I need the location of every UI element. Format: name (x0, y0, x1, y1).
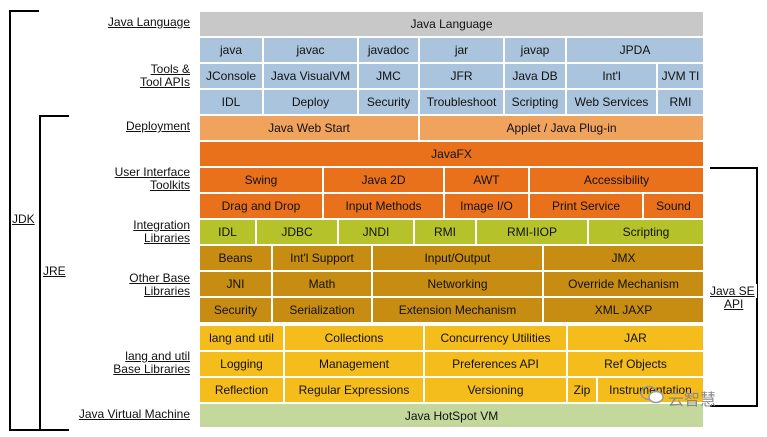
cell-security-tools: Security (358, 89, 419, 115)
cell-rmi-integration: RMI (414, 219, 476, 245)
cell-security-base: Security (199, 297, 272, 323)
cell-jndi: JNDI (338, 219, 414, 245)
cell-java-db: Java DB (504, 63, 566, 89)
cell-java-2d: Java 2D (323, 167, 444, 193)
cell-java-visualvm: Java VisualVM (263, 63, 358, 89)
jre-label: JRE (43, 264, 66, 278)
cell-javap: javap (504, 37, 566, 63)
cell-awt: AWT (444, 167, 529, 193)
cell-override-mechanism: Override Mechanism (543, 271, 704, 297)
cell-reflection: Reflection (199, 377, 284, 403)
cell-jfr: JFR (419, 63, 504, 89)
cell-intl: Int'l (566, 63, 657, 89)
label-java-language: Java Language (107, 15, 190, 29)
cell-input-methods: Input Methods (323, 193, 444, 219)
cell-idl-integration: IDL (199, 219, 256, 245)
label-deployment: Deployment (125, 119, 190, 133)
cell-preferences-api: Preferences API (424, 351, 567, 377)
cell-jar: jar (419, 37, 504, 63)
cell-rmi-tools: RMI (657, 89, 704, 115)
javase-api-bracket (710, 167, 758, 407)
cell-math: Math (272, 271, 372, 297)
cell-sound: Sound (643, 193, 704, 219)
chat-bubble-icon (640, 385, 664, 404)
cell-jmc: JMC (358, 63, 419, 89)
cell-versioning: Versioning (424, 377, 567, 403)
cell-jvm-ti: JVM TI (657, 63, 704, 89)
cell-javadoc: javadoc (358, 37, 419, 63)
cell-javafx: JavaFX (199, 141, 704, 167)
cell-beans: Beans (199, 245, 272, 271)
watermark-text: 云智慧 (668, 392, 717, 409)
watermark-logo (640, 384, 664, 411)
label-lang-1: lang and util (125, 349, 190, 363)
cell-intl-support: Int'l Support (272, 245, 372, 271)
jdk-label: JDK (12, 212, 35, 226)
cell-management: Management (284, 351, 424, 377)
cell-concurrency-utilities: Concurrency Utilities (424, 325, 567, 351)
cell-extension-mechanism: Extension Mechanism (372, 297, 543, 323)
cell-logging: Logging (199, 351, 284, 377)
label-jvm: Java Virtual Machine (78, 407, 190, 421)
cell-jmx: JMX (543, 245, 704, 271)
cell-swing: Swing (199, 167, 323, 193)
cell-scripting-tools: Scripting (504, 89, 566, 115)
cell-java-hotspot-vm: Java HotSpot VM (199, 403, 704, 428)
label-ui-2: Toolkits (149, 178, 190, 192)
cell-regular-expressions: Regular Expressions (284, 377, 424, 403)
cell-javac: javac (263, 37, 358, 63)
cell-deploy: Deploy (263, 89, 358, 115)
cell-jni: JNI (199, 271, 272, 297)
label-other-2: Libraries (143, 284, 190, 298)
cell-input-output: Input/Output (372, 245, 543, 271)
label-lang-2: Base Libraries (113, 362, 190, 376)
cell-scripting-integration: Scripting (588, 219, 704, 245)
cell-serialization: Serialization (272, 297, 372, 323)
cell-rmi-iiop: RMI-IIOP (476, 219, 588, 245)
cell-java-web-start: Java Web Start (199, 115, 419, 141)
cell-web-services: Web Services (566, 89, 657, 115)
cell-zip: Zip (567, 377, 597, 403)
cell-xml-jaxp: XML JAXP (543, 297, 704, 323)
label-ui-1: User Interface (114, 165, 190, 179)
cell-java: java (199, 37, 263, 63)
label-tools-2: Tool APIs (139, 75, 190, 89)
cell-troubleshoot: Troubleshoot (419, 89, 504, 115)
cell-print-service: Print Service (529, 193, 643, 219)
cell-java-language: Java Language (199, 11, 704, 37)
jre-bracket (39, 115, 69, 431)
cell-accessibility: Accessibility (529, 167, 704, 193)
jdk-bracket (9, 10, 39, 431)
cell-collections: Collections (284, 325, 424, 351)
label-tools-1: Tools & (150, 62, 190, 76)
cell-jconsole: JConsole (199, 63, 263, 89)
cell-lang-and-util: lang and util (199, 325, 284, 351)
cell-image-io: Image I/O (444, 193, 529, 219)
cell-jdbc: JDBC (256, 219, 338, 245)
cell-idl-tools: IDL (199, 89, 263, 115)
cell-applet-plugin: Applet / Java Plug-in (419, 115, 704, 141)
cell-ref-objects: Ref Objects (567, 351, 704, 377)
cell-jar-lang: JAR (567, 325, 704, 351)
label-integration-1: Integration (133, 218, 190, 232)
cell-drag-and-drop: Drag and Drop (199, 193, 323, 219)
label-other-1: Other Base (129, 271, 190, 285)
cell-jpda: JPDA (566, 37, 704, 63)
javase-api-label-2: API (722, 297, 746, 311)
cell-networking: Networking (372, 271, 543, 297)
javase-api-label-1: Java SE (708, 284, 757, 298)
label-integration-2: Libraries (143, 231, 190, 245)
